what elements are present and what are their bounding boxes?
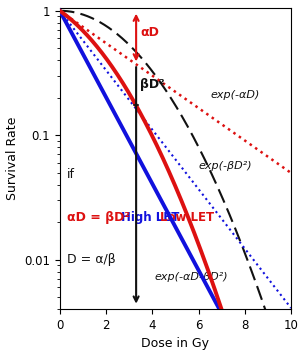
Text: exp(-αD): exp(-αD) [210,90,260,100]
Text: if: if [67,168,75,182]
X-axis label: Dose in Gy: Dose in Gy [141,337,209,350]
Text: D = α/β: D = α/β [67,253,116,266]
Text: βD²: βD² [140,78,165,91]
Y-axis label: Survival Rate: Survival Rate [5,117,19,200]
Text: Low LET: Low LET [161,210,215,224]
Text: exp(-βD²): exp(-βD²) [199,161,252,171]
Text: αD: αD [140,26,159,39]
Text: exp(-αD-βD²): exp(-αD-βD²) [155,272,228,282]
Text: αD = βD²: αD = βD² [67,210,130,224]
Text: High LET: High LET [121,210,179,224]
